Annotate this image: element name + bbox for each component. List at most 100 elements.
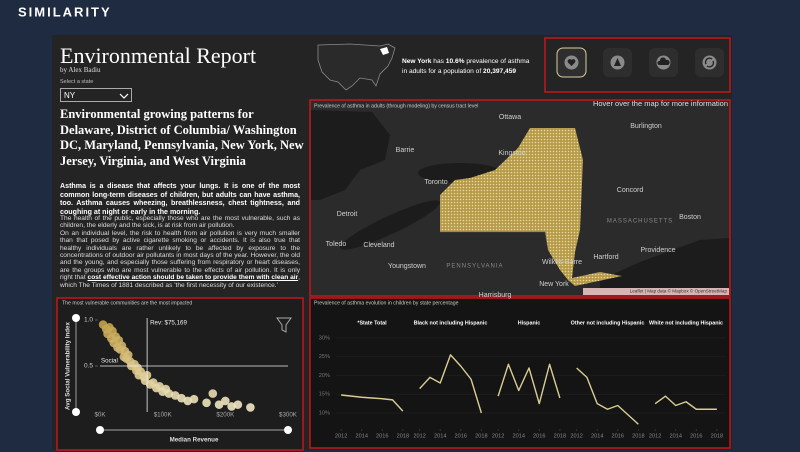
map-label: Toledo [326,241,347,248]
y-tick-label: 10% [319,410,330,416]
map-label: Providence [640,247,675,254]
series-line [497,363,561,405]
line-panel [309,297,731,449]
population: 20,397,459 [483,68,517,75]
map-attribution: Leaflet | Map data © Mapbox © OpenStreet… [630,288,728,294]
state-name: New York [402,58,432,65]
x-tick-label: 2018 [554,433,566,439]
y-tick-label: 1.0 [84,317,93,324]
state-summary: New York has 10.6% prevalence of asthma … [402,57,529,77]
x-tick-label: 2018 [475,433,487,439]
summary-line: New York has 10.6% prevalence of asthma [402,57,529,67]
state-dropdown[interactable]: NY [60,88,132,102]
x-tick-label: 2012 [413,433,425,439]
paragraph: The health of the public, especially tho… [60,215,300,230]
x-tick-label: 2012 [570,433,582,439]
dropdown-value: NY [64,91,76,100]
body-text: The health of the public, especially tho… [60,215,300,289]
text: in adults for a population of [402,68,482,75]
scatter-point [246,403,255,412]
slider-handle[interactable] [72,314,80,322]
x-tick-label: 2016 [455,433,467,439]
y-tick-label: 15% [319,392,330,398]
slider-handle[interactable] [96,426,104,434]
highlight-box [544,37,731,93]
ocean [600,238,729,295]
x-tick-label: 2012 [649,433,661,439]
map-label: Burlington [630,123,662,130]
facet-title: *State Total [357,320,387,326]
new-york-tracts [440,128,622,286]
map-label: Wilkes-Barre [542,259,582,266]
brand: SIMILARITY [18,4,112,19]
scatter-point [208,389,218,398]
series-line [419,354,483,414]
report-title: Environmental Report [60,43,257,68]
y-axis-label: Avg Social Vulnerability Index [65,321,72,409]
filter-icon[interactable] [276,317,292,333]
reference-label: Social [101,358,118,365]
facet-title: Hispanic [518,320,540,326]
series-line [341,394,404,412]
scatter-point [189,394,199,404]
x-tick-label: $100K [154,412,173,419]
map-label: Harrisburg [479,292,512,299]
scatter-point [221,396,230,406]
series-line [654,395,717,410]
select-label: Select a state [60,79,94,85]
text: has [433,58,444,65]
map-title: Prevalence of asthma in adults (through … [314,103,478,109]
icon [704,57,715,68]
map-label: Kingston [498,150,525,157]
summary-line: in adults for a population of 20,397,459 [402,67,529,77]
x-tick-label: 2012 [335,433,347,439]
x-tick-label: 2016 [376,433,388,439]
map-label: Concord [617,187,644,194]
lake [340,200,440,250]
icon [567,59,576,66]
map-label: Toronto [424,179,447,186]
map-label: Cleveland [363,242,394,249]
chart-title: The most vulnerable communities are the … [62,300,192,306]
selected-state-shape [380,47,389,55]
author: by Alex Badiu [60,66,101,74]
lake [311,110,390,200]
chart-title: Prevalence of asthma evolution in childr… [314,300,459,306]
map-label: Youngstown [388,263,426,270]
paragraph: On an individual level, the risk to heal… [60,230,300,289]
icon [657,57,670,65]
scatter-point [233,400,243,409]
attribution-bar [583,288,729,295]
x-tick-label: 2016 [533,433,545,439]
prevalence: 10.6% [445,58,465,65]
slider-handle[interactable] [72,408,80,416]
map-label: MASSACHUSETTS [607,219,673,225]
x-tick-label: 2014 [669,433,681,439]
x-tick-label: 2014 [512,433,524,439]
scatter-point [202,398,211,408]
icon [702,55,717,70]
map-label: Ottawa [499,114,521,121]
map-hint: Hover over the map for more information [593,99,728,108]
map [311,110,729,295]
map-label: Barrie [396,147,415,154]
slider-handle[interactable] [284,426,292,434]
x-tick-label: 2018 [397,433,409,439]
border [440,231,549,251]
x-tick-label: 2018 [711,433,723,439]
facet-title: White not including Hispanic [649,320,723,326]
x-tick-label: 2016 [612,433,624,439]
x-tick-label: 2014 [591,433,603,439]
x-tick-label: $200K [216,412,235,419]
map-label: Hartford [593,254,618,261]
x-tick-label: 2014 [434,433,446,439]
intro-text: Asthma is a disease that affects your lu… [60,182,300,216]
y-tick-label: 30% [319,335,330,341]
map-label: PENNSYLVANIA [446,264,503,270]
x-tick-label: 2018 [632,433,644,439]
text: , which The Times of 1881 described as '… [60,274,300,289]
icon [614,58,621,66]
map-label: New York [539,281,569,288]
scatter-point [214,400,224,409]
